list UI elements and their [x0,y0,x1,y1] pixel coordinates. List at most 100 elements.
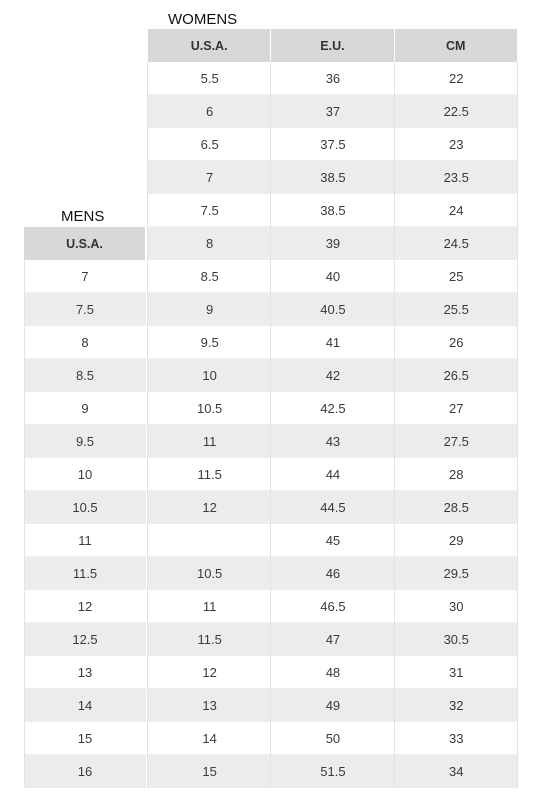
womens-cell-cm: 34 [394,755,518,788]
table-row: 13 49 32 [148,689,518,722]
table-row: 11.5 47 30.5 [148,623,518,656]
mens-cell-usa: 10.5 [24,491,146,524]
column-divider [147,62,148,788]
table-row: 8.5 40 25 [148,260,518,293]
womens-cell-eu: 47 [271,623,395,656]
mens-cell-usa: 9.5 [24,425,146,458]
table-row: 6.5 37.5 23 [148,128,518,161]
womens-cell-cm: 23 [394,128,518,161]
table-row: 11.5 44 28 [148,458,518,491]
mens-cell-usa: 14 [24,689,146,722]
table-row: 16 [24,755,146,788]
table-row: 12 44.5 28.5 [148,491,518,524]
mens-header-usa: U.S.A. [24,227,146,260]
womens-header-row: U.S.A. E.U. CM [148,29,518,62]
mens-cell-usa: 8.5 [24,359,146,392]
mens-cell-usa: 16 [24,755,146,788]
womens-cell-cm: 26 [394,326,518,359]
mens-cell-usa: 11 [24,524,146,557]
womens-cell-eu: 36 [271,62,395,95]
womens-cell-cm: 22 [394,62,518,95]
womens-cell-usa: 11.5 [148,623,272,656]
womens-cell-eu: 40 [271,260,395,293]
womens-cell-cm: 25.5 [394,293,518,326]
womens-cell-usa: 6 [148,95,272,128]
mens-cell-usa: 15 [24,722,146,755]
womens-cell-usa: 5.5 [148,62,272,95]
table-row: 13 [24,656,146,689]
womens-cell-eu: 41 [271,326,395,359]
womens-cell-usa: 12 [148,656,272,689]
womens-cell-usa: 11 [148,425,272,458]
womens-title: WOMENS [168,11,238,28]
mens-cell-usa: 10 [24,458,146,491]
table-row: 11 46.5 30 [148,590,518,623]
womens-cell-cm: 25 [394,260,518,293]
womens-cell-cm: 32 [394,689,518,722]
table-row: 6 37 22.5 [148,95,518,128]
table-row: 15 51.5 34 [148,755,518,788]
womens-cell-usa: 9 [148,293,272,326]
womens-cell-usa: 8.5 [148,260,272,293]
womens-cell-usa: 6.5 [148,128,272,161]
womens-cell-eu: 44 [271,458,395,491]
womens-header-cm: CM [394,29,518,62]
table-row: 11 [24,524,146,557]
womens-cell-cm: 30 [394,590,518,623]
table-row: 9 [24,392,146,425]
mens-cell-usa: 12 [24,590,146,623]
womens-cell-eu: 38.5 [271,161,395,194]
womens-cell-usa: 10.5 [148,392,272,425]
womens-cell-eu: 44.5 [271,491,395,524]
womens-cell-usa: 11 [148,590,272,623]
table-row: 9.5 [24,425,146,458]
mens-cell-usa: 11.5 [24,557,146,590]
womens-cell-usa: 15 [148,755,272,788]
womens-cell-cm: 29 [394,524,518,557]
table-row: 7.5 38.5 24 [148,194,518,227]
womens-cell-eu: 49 [271,689,395,722]
mens-cell-usa: 9 [24,392,146,425]
column-divider [517,62,518,788]
table-row: 5.5 36 22 [148,62,518,95]
mens-cell-usa: 8 [24,326,146,359]
table-row: 45 29 [148,524,518,557]
womens-cell-cm: 29.5 [394,557,518,590]
womens-cell-cm: 28.5 [394,491,518,524]
mens-cell-usa: 12.5 [24,623,146,656]
table-row: 10.5 42.5 27 [148,392,518,425]
mens-size-table: U.S.A. 7 7.5 8 8.5 9 9.5 10 10.5 11 11.5 12 12.5 13 1… [24,227,146,788]
womens-header-usa: U.S.A. [148,29,272,62]
womens-cell-eu: 45 [271,524,395,557]
table-row: 7.5 [24,293,146,326]
womens-cell-eu: 37 [271,95,395,128]
womens-cell-cm: 23.5 [394,161,518,194]
table-row: 7 38.5 23.5 [148,161,518,194]
table-row: 10 [24,458,146,491]
womens-cell-eu: 37.5 [271,128,395,161]
womens-cell-eu: 42.5 [271,392,395,425]
womens-cell-eu: 48 [271,656,395,689]
table-row: 7 [24,260,146,293]
womens-cell-cm: 22.5 [394,95,518,128]
table-row: 9 40.5 25.5 [148,293,518,326]
womens-cell-usa: 11.5 [148,458,272,491]
table-row: 8.5 [24,359,146,392]
womens-cell-usa: 12 [148,491,272,524]
womens-cell-usa: 8 [148,227,272,260]
womens-cell-usa: 7 [148,161,272,194]
womens-cell-eu: 39 [271,227,395,260]
womens-cell-eu: 42 [271,359,395,392]
womens-cell-usa: 10.5 [148,557,272,590]
womens-cell-cm: 24 [394,194,518,227]
table-row: 10.5 46 29.5 [148,557,518,590]
table-row: 11 43 27.5 [148,425,518,458]
womens-cell-cm: 33 [394,722,518,755]
table-row: 10.5 [24,491,146,524]
table-row: 12 48 31 [148,656,518,689]
womens-cell-cm: 27 [394,392,518,425]
table-row: 14 [24,689,146,722]
womens-cell-usa: 7.5 [148,194,272,227]
womens-header-eu: E.U. [271,29,395,62]
womens-cell-eu: 51.5 [271,755,395,788]
